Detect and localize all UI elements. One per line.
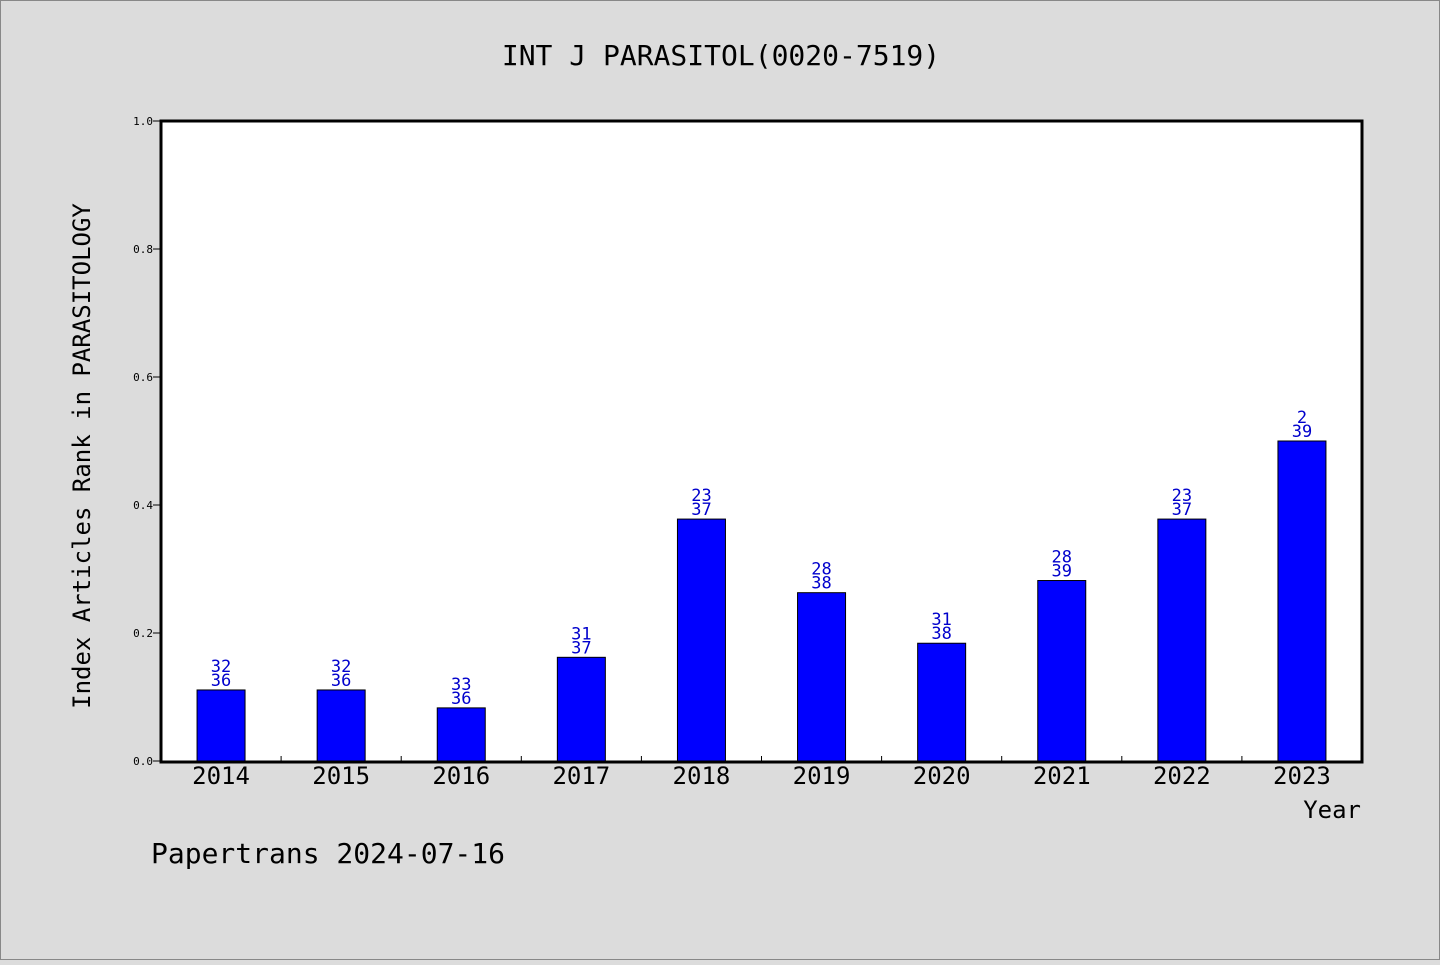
- bar-total-label: 39: [1052, 562, 1072, 582]
- x-tick-label: 2019: [793, 762, 851, 790]
- bar-total-label: 39: [1292, 422, 1312, 442]
- x-tick-label: 2017: [552, 762, 610, 790]
- x-tick-label: 2014: [192, 762, 250, 790]
- x-axis-title: Year: [1303, 796, 1361, 824]
- bar-total-label: 37: [1172, 500, 1192, 520]
- bar-2019: [797, 592, 847, 762]
- bar-rank-label: 23: [691, 486, 711, 506]
- y-tick-label: 0.0: [133, 755, 153, 768]
- x-tick-label: 2022: [1153, 762, 1211, 790]
- bar-2021: [1037, 580, 1087, 762]
- bars-group: [196, 440, 1327, 762]
- bar-total-label: 36: [331, 671, 351, 691]
- x-axis: 2014 2015 2016 2017 2018 2019 2020 2021 2022 2023: [192, 756, 1331, 790]
- bar-2017: [556, 656, 606, 762]
- bar-rank-label: 33: [451, 675, 471, 695]
- bar-rank-label: 23: [1172, 486, 1192, 506]
- x-tick-label: 2021: [1033, 762, 1091, 790]
- y-tick-label: 0.6: [133, 371, 153, 384]
- bar-total-label: 38: [811, 574, 831, 594]
- bar-rank-label: 32: [331, 657, 351, 677]
- y-tick-label: 1.0: [133, 115, 153, 128]
- bar-2014: [196, 689, 246, 762]
- bar-rank-label: 31: [571, 624, 591, 644]
- x-tick-label: 2020: [913, 762, 971, 790]
- bar-rank-label: 2: [1297, 408, 1307, 428]
- x-tick-label: 2023: [1273, 762, 1331, 790]
- bar-2018: [676, 518, 726, 762]
- bar-2015: [316, 689, 366, 762]
- bar-total-label: 37: [691, 500, 711, 520]
- bar-total-label: 37: [571, 638, 591, 658]
- y-tick-label: 0.8: [133, 243, 153, 256]
- y-axis-title: Index Articles Rank in PARASITOLOGY: [68, 203, 96, 709]
- footer-text: Papertrans 2024-07-16: [151, 837, 505, 870]
- bar-2016: [436, 707, 486, 762]
- x-tick-label: 2018: [673, 762, 731, 790]
- bar-rank-label: 31: [931, 610, 951, 630]
- bar-2020: [917, 642, 967, 762]
- chart-title: INT J PARASITOL(0020-7519): [502, 39, 940, 72]
- bar-2023: [1277, 440, 1327, 762]
- bar-rank-label: 28: [811, 560, 831, 580]
- bar-2022: [1157, 518, 1207, 762]
- bar-rank-label: 28: [1052, 548, 1072, 568]
- y-tick-label: 0.2: [133, 627, 153, 640]
- bar-total-label: 36: [211, 671, 231, 691]
- bar-total-label: 38: [931, 624, 951, 644]
- y-axis: 0.0 0.2 0.4 0.6 0.8 1.0: [133, 115, 161, 768]
- x-tick-label: 2016: [432, 762, 490, 790]
- bar-total-label: 36: [451, 689, 471, 709]
- y-tick-label: 0.4: [133, 499, 153, 512]
- bar-rank-label: 32: [211, 657, 231, 677]
- x-tick-label: 2015: [312, 762, 370, 790]
